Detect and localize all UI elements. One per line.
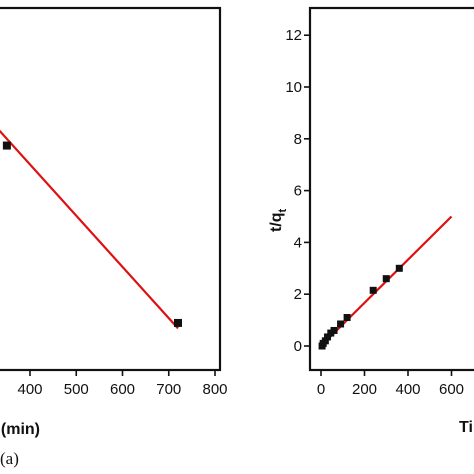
right-y-axis-ticks: 0 2 4 6 8 10 12 — [285, 27, 310, 355]
right-data-point — [382, 275, 390, 283]
right-y-tick-label: 0 — [294, 338, 302, 355]
left-data-point — [174, 318, 182, 327]
left-x-axis-label: Time (min) — [0, 421, 40, 438]
right-y-axis-label-main: t/q — [268, 212, 285, 232]
left-x-tick-label: 400 — [17, 381, 42, 398]
right-data-point — [369, 286, 377, 294]
right-y-tick-label: 2 — [294, 286, 302, 303]
left-data-point — [2, 141, 11, 150]
right-y-tick-label: 8 — [294, 131, 302, 148]
left-fit-line — [0, 129, 179, 330]
left-x-tick-label: 800 — [202, 381, 227, 398]
right-y-tick-label: 6 — [294, 183, 302, 200]
left-data-points — [2, 141, 182, 327]
right-x-tick-label: 200 — [352, 381, 377, 398]
right-data-point — [395, 264, 403, 272]
right-data-point — [343, 314, 351, 322]
right-y-tick-label: 12 — [285, 27, 302, 44]
left-plot-frame — [0, 6, 222, 372]
right-x-tick-label: 400 — [395, 381, 420, 398]
left-panel-caption: (a) — [0, 449, 19, 468]
left-x-tick-label: 500 — [64, 381, 89, 398]
right-data-point — [330, 326, 338, 334]
right-data-point — [321, 337, 329, 345]
right-chart-panel: 0 200 400 600 0 2 4 6 8 10 12 Time (min) t/qt — [268, 6, 474, 436]
right-data-point — [337, 320, 345, 328]
right-plot-frame — [308, 6, 474, 372]
right-data-points — [318, 264, 403, 350]
right-x-axis-label: Time (min) — [459, 419, 474, 436]
right-x-tick-label: 600 — [439, 381, 464, 398]
right-y-tick-label: 10 — [285, 79, 302, 96]
right-x-tick-label: 0 — [317, 381, 325, 398]
left-chart-panel: 400 500 600 700 800 Time (min) (a) — [0, 6, 228, 468]
right-data-point — [324, 333, 332, 341]
right-y-axis-label-subscript: t — [277, 208, 289, 212]
left-x-tick-label: 700 — [156, 381, 181, 398]
right-x-axis-ticks: 0 200 400 600 — [317, 370, 464, 398]
left-x-tick-label: 600 — [110, 381, 135, 398]
right-y-axis-label: t/qt — [268, 208, 289, 232]
left-x-axis-ticks: 400 500 600 700 800 — [17, 370, 228, 398]
right-y-tick-label: 4 — [294, 234, 302, 251]
